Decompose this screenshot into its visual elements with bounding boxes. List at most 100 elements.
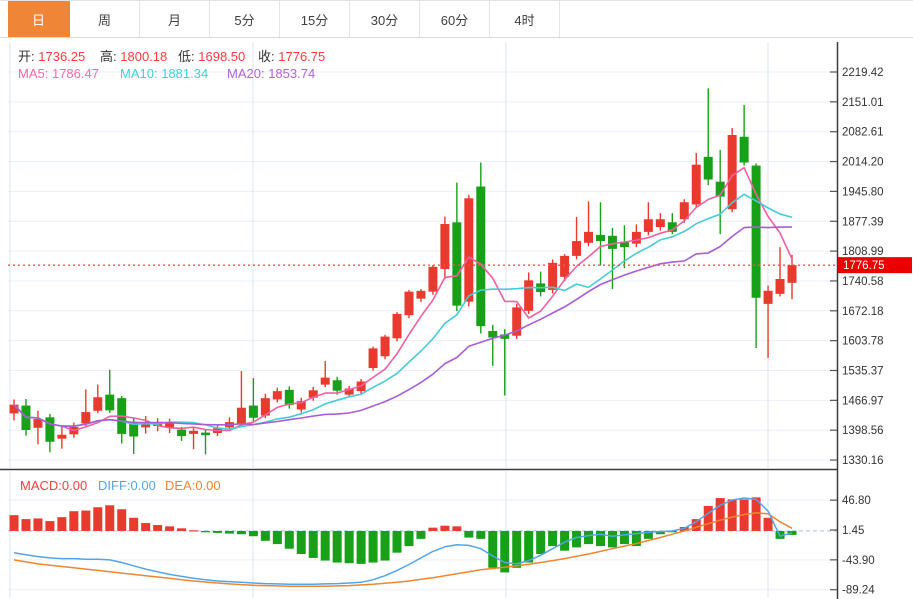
tab-period-2[interactable]: 月 xyxy=(140,1,210,37)
candle-body xyxy=(416,290,426,299)
candle-body xyxy=(787,265,797,283)
macd-bar xyxy=(536,530,546,554)
macd-bar xyxy=(691,519,701,531)
candle-body xyxy=(643,219,653,232)
macd-bar xyxy=(572,530,582,548)
candle-body xyxy=(560,255,570,277)
macd-bar xyxy=(356,530,366,564)
candle-body xyxy=(236,407,246,425)
diff-line xyxy=(13,497,793,586)
candle-body xyxy=(9,404,19,414)
tab-period-3[interactable]: 5分 xyxy=(210,1,280,37)
macd-bar xyxy=(105,505,115,531)
macd-bar xyxy=(344,530,354,564)
axis-label: 1398.56 xyxy=(842,425,884,437)
macd-bar xyxy=(428,527,438,531)
candle-body xyxy=(308,390,318,398)
macd-bar xyxy=(153,525,163,531)
macd-bar xyxy=(284,530,294,549)
macd-bar xyxy=(69,511,79,531)
candle-body xyxy=(165,422,175,428)
candle-body xyxy=(248,405,258,418)
tab-period-5[interactable]: 30分 xyxy=(350,1,420,37)
macd-bar xyxy=(452,526,462,531)
candle-body xyxy=(488,330,498,338)
tab-period-0[interactable]: 日 xyxy=(8,1,70,37)
axis-label: 46.80 xyxy=(842,495,871,507)
axis-label: 1.45 xyxy=(842,525,864,537)
macd-bar xyxy=(524,530,534,563)
macd-bar xyxy=(500,530,510,573)
candle-body xyxy=(524,280,534,311)
candle-body xyxy=(655,219,665,228)
candle-body xyxy=(691,164,701,205)
tab-period-6[interactable]: 60分 xyxy=(420,1,490,37)
candle-body xyxy=(284,389,294,406)
macd-bar xyxy=(308,530,318,558)
axis-label: 2151.01 xyxy=(842,97,884,109)
macd-bar xyxy=(296,530,306,554)
macd-bar xyxy=(715,498,725,531)
macd-bar xyxy=(141,523,151,531)
tab-period-1[interactable]: 周 xyxy=(70,1,140,37)
candle-body xyxy=(177,429,187,437)
axis-label: 1740.58 xyxy=(842,276,884,288)
candle-body xyxy=(320,377,330,385)
dea-line xyxy=(13,512,793,587)
candle-body xyxy=(189,430,199,434)
macd-bar xyxy=(703,505,713,531)
macd-bar xyxy=(45,521,55,531)
macd-bar xyxy=(631,530,641,547)
macd-bar xyxy=(260,530,270,541)
macd-bar xyxy=(201,530,211,533)
candle-body xyxy=(584,231,594,243)
candle-body xyxy=(500,334,510,339)
candle-body xyxy=(727,135,737,210)
axis-label: -43.90 xyxy=(842,555,875,567)
price-tag xyxy=(838,257,912,274)
macd-bar xyxy=(619,530,629,545)
macd-bar xyxy=(21,519,31,531)
candle-body xyxy=(775,279,785,294)
ma5-line xyxy=(13,166,793,432)
candle-body xyxy=(260,398,270,416)
tab-period-7[interactable]: 4时 xyxy=(490,1,560,37)
macd-bar xyxy=(165,526,175,531)
macd-bar xyxy=(488,530,498,568)
candle-body xyxy=(476,186,486,327)
axis-label: 1808.99 xyxy=(842,246,884,258)
axis-label: 1535.37 xyxy=(842,366,884,378)
macd-bar xyxy=(416,530,426,539)
candle-body xyxy=(452,222,462,306)
macd-bar xyxy=(584,530,594,545)
macd-bar xyxy=(560,530,570,551)
candle-body xyxy=(428,266,438,292)
candle-body xyxy=(703,156,713,180)
macd-bar xyxy=(33,518,43,531)
macd-bar xyxy=(763,517,773,531)
tab-period-4[interactable]: 15分 xyxy=(280,1,350,37)
candle-body xyxy=(332,380,342,391)
axis-label: 1330.16 xyxy=(842,455,884,467)
candle-body xyxy=(679,202,689,220)
candle-body xyxy=(739,136,749,163)
ma10-line xyxy=(13,193,793,431)
candle-body xyxy=(296,401,306,410)
macd-bar xyxy=(392,530,402,553)
macd-bar xyxy=(368,530,378,563)
macd-bar xyxy=(224,530,234,534)
candle-body xyxy=(763,290,773,304)
candle-body xyxy=(129,421,139,437)
macd-bar xyxy=(655,530,665,535)
axis-label: 1877.39 xyxy=(842,216,884,228)
axis-label: 1603.78 xyxy=(842,336,884,348)
macd-bar xyxy=(117,509,127,531)
candle-body xyxy=(595,234,605,242)
macd-bar xyxy=(476,530,486,539)
macd-bar xyxy=(93,507,103,531)
macd-bar xyxy=(81,510,91,531)
macd-bar xyxy=(727,499,737,531)
candle-body xyxy=(272,391,282,400)
macd-bar xyxy=(332,530,342,563)
